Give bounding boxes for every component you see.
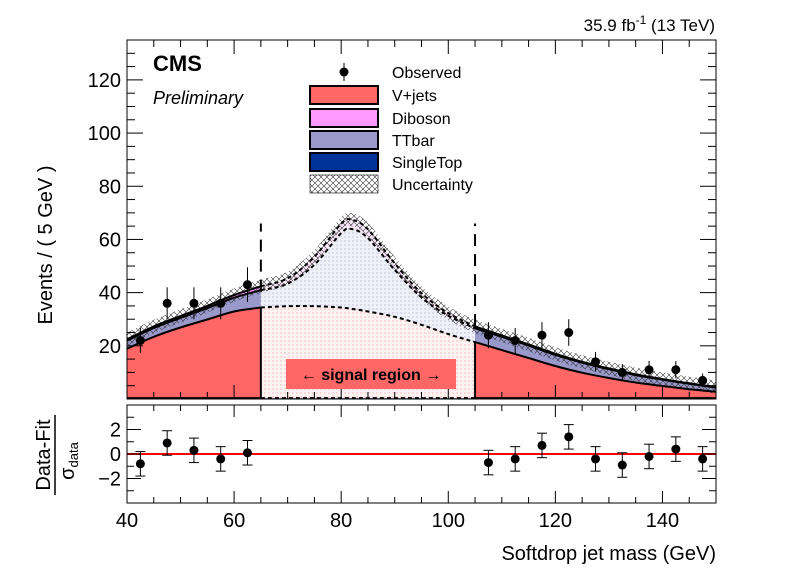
svg-text:Data-Fit: Data-Fit [33,419,55,491]
ratio-y-tick-label: −2 [98,469,121,491]
legend-swatch [309,108,379,128]
y-tick-label: 100 [88,123,121,145]
observed-point [671,365,681,375]
preliminary-label: Preliminary [153,88,244,108]
legend-swatch [309,85,379,105]
observed-point [537,330,547,340]
ratio-point [698,454,708,464]
ratio-point [671,444,681,454]
y-tick-label: 120 [88,70,121,92]
fit-line-diboson [260,217,476,328]
signal-region-box [286,359,456,389]
ratio-y-tick-label: 2 [110,420,121,442]
uncertainty-band [127,212,716,394]
observed-point [483,330,493,340]
fit-line-vjets [127,306,262,350]
observed-point [216,298,226,308]
signal-region-label: ← signal region → [301,367,441,384]
y-tick-label: 20 [99,336,121,358]
observed-point [135,335,145,345]
ratio-point [591,454,601,464]
main-fit-lines [127,217,716,399]
observed-point [644,365,654,375]
ratio-point [242,448,252,458]
ratio-y-axis-title: Data-Fit σdata [33,415,81,495]
legend-swatch [309,152,379,172]
legend-swatch [309,174,379,194]
fit-line-ttbar [260,227,476,330]
x-tick-label: 120 [539,510,572,532]
observed-data-points [135,267,708,388]
fit-line-vjets [260,305,476,344]
ratio-point [162,438,172,448]
y-tick-label: 60 [99,229,121,251]
ratio-axes: −2 02 40 60 80 100 120 140 [98,404,717,532]
x-tick-label: 140 [646,510,679,532]
legend-label: Observed [392,65,461,82]
observed-point [510,335,520,345]
x-tick-label: 80 [330,510,352,532]
observed-point [617,367,627,377]
svg-text:σdata: σdata [57,441,81,479]
legend-marker-observed [339,67,349,77]
stack-area-vjets [475,342,716,398]
observed-point [564,328,574,338]
ratio-y-tick-label: 0 [110,444,121,466]
ratio-point [564,432,574,442]
legend-swatch [309,130,379,150]
main-axes: 20 40 60 80 100 120 [88,39,717,400]
x-tick-label: 60 [223,510,245,532]
x-axis-title: Softdrop jet mass (GeV) [501,543,716,565]
y-tick-label: 40 [99,283,121,305]
legend-label: Uncertainty [392,177,473,194]
cms-label: CMS [153,51,202,76]
ratio-points [127,424,716,478]
fit-line-vjets [474,341,716,393]
legend-label: SingleTop [392,155,462,172]
main-stack-areas [127,212,716,399]
y-axis-title: Events / ( 5 GeV ) [35,166,57,325]
legend-label: TTbar [392,133,435,150]
observed-point [189,298,199,308]
observed-point [591,357,601,367]
ratio-point [537,440,547,450]
ratio-point [189,445,199,455]
y-tick-label: 80 [99,176,121,198]
observed-point [698,375,708,385]
legend: Observed V+jets Diboson TTbar SingleTop Uncer… [309,63,473,194]
ratio-point [483,458,493,468]
observed-point [242,280,252,290]
legend-label: Diboson [392,111,451,128]
x-tick-label: 100 [432,510,465,532]
ratio-point [135,459,145,469]
ratio-point [617,460,627,470]
x-tick-label: 40 [116,510,138,532]
ratio-point [644,451,654,461]
legend-label: V+jets [392,88,437,105]
stack-area-ttbar [260,228,475,343]
ratio-point [216,454,226,464]
ratio-point [510,454,520,464]
lumi-label: 35.9 fb-1 (13 TeV) [584,13,715,35]
observed-point [162,298,172,308]
stack-area-vjets [127,307,261,398]
